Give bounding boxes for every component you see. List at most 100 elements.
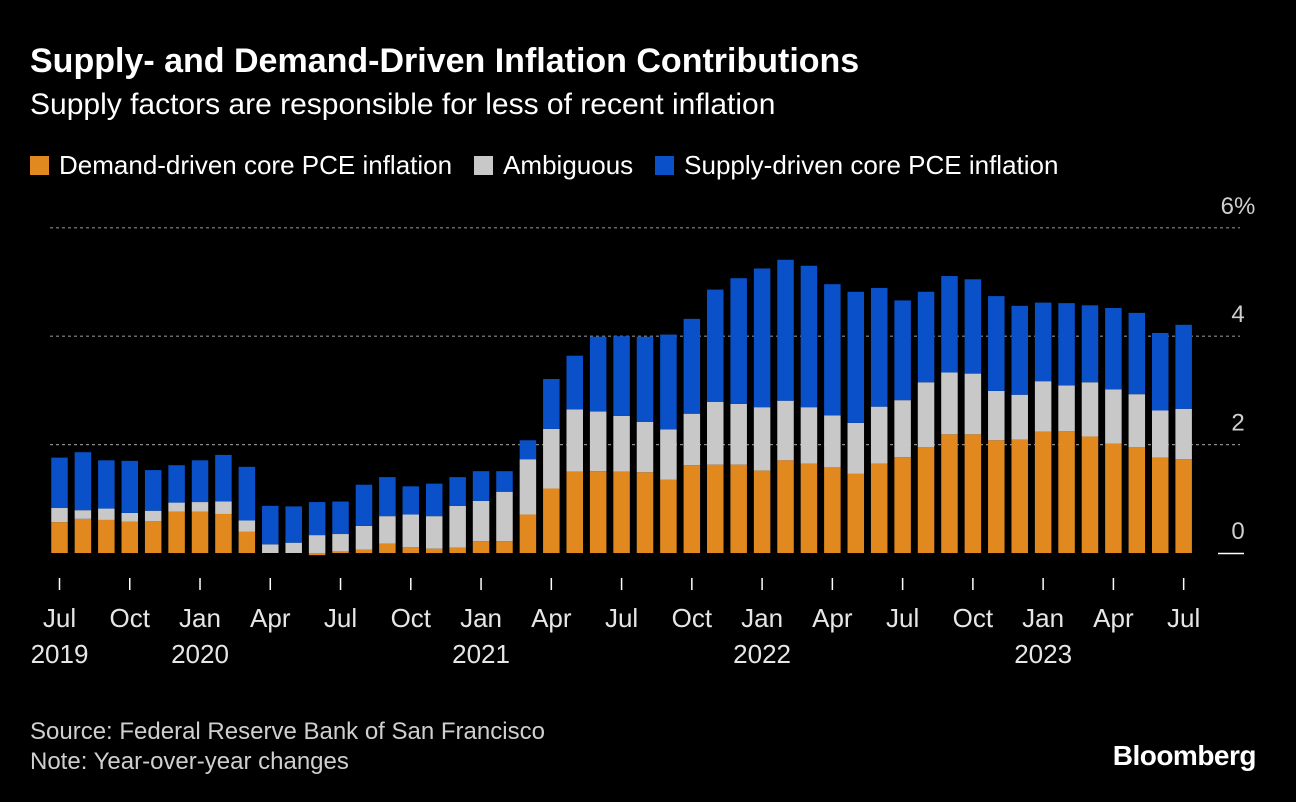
bar-segment	[98, 519, 115, 553]
bar-segment	[1081, 305, 1099, 383]
y-tick-label: 6%	[1221, 193, 1256, 220]
bar-segment	[238, 531, 256, 553]
chart-title: Supply- and Demand-Driven Inflation Cont…	[30, 42, 860, 80]
bar-segment	[144, 510, 162, 522]
bar-segment	[589, 411, 607, 472]
bar-segment	[543, 488, 560, 553]
bar-segment	[1081, 436, 1099, 553]
bar-segment	[308, 502, 326, 536]
bar-segment	[238, 520, 256, 532]
x-tick-label: Oct	[391, 603, 432, 633]
bar-segment	[964, 373, 982, 435]
bar-segment	[636, 336, 654, 422]
x-tick-year-label: 2020	[171, 639, 229, 669]
bar-segment	[51, 508, 68, 523]
bar-segment	[308, 535, 326, 553]
x-tick-label: Jul	[1167, 603, 1200, 633]
bar-segment	[308, 553, 326, 556]
legend-item-demand: Demand-driven core PCE inflation	[30, 150, 452, 181]
chart-legend: Demand-driven core PCE inflation Ambiguo…	[30, 150, 1080, 181]
bar-segment	[964, 279, 982, 374]
bar-segment	[1034, 302, 1052, 382]
bar-segment	[894, 300, 911, 401]
bar-segment	[707, 401, 724, 465]
bar-segment	[964, 434, 982, 553]
bar-segment	[144, 521, 162, 553]
bar-segment	[917, 382, 935, 448]
y-tick-label: 2	[1231, 410, 1244, 437]
bar-segment	[1128, 447, 1146, 553]
bar-segment	[1128, 394, 1146, 448]
bar-segment	[121, 512, 139, 522]
bar-segment	[1151, 332, 1169, 411]
bar-segment	[1011, 439, 1028, 553]
chart-subtitle: Supply factors are responsible for less …	[30, 88, 776, 121]
bar-segment	[988, 390, 1005, 441]
bar-segment	[847, 473, 865, 553]
bar-segment	[332, 501, 349, 535]
x-tick-label: Jul	[43, 603, 76, 633]
bar-segment	[1175, 408, 1192, 460]
bar-segment	[824, 284, 841, 416]
bar-segment	[707, 289, 724, 402]
legend-item-supply: Supply-driven core PCE inflation	[655, 150, 1058, 181]
bar-segment	[777, 400, 794, 461]
x-tick-label: Jan	[179, 603, 221, 633]
bar-segment	[636, 421, 654, 473]
bar-segment	[800, 463, 818, 553]
bar-segment	[262, 544, 279, 553]
x-tick-label: Apr	[250, 603, 291, 633]
x-tick-year-label: 2022	[733, 639, 791, 669]
x-tick-year-label: 2019	[31, 639, 89, 669]
bar-segment	[425, 516, 443, 549]
bar-segment	[824, 415, 841, 468]
bar-segment	[402, 547, 420, 553]
bar-segment	[870, 463, 888, 553]
bar-segment	[988, 296, 1005, 391]
bar-segment	[917, 291, 935, 383]
bar-segment	[660, 429, 677, 480]
stacked-bar-chart: 0 2 4 6% Jul 2019 Oct Jan 2020 Apr Jul Oct Jan 2021 Ap…	[31, 193, 1256, 669]
bar-segment	[215, 454, 232, 502]
bar-segment	[1105, 389, 1122, 444]
chart-footnote: Source: Federal Reserve Bank of San Fran…	[30, 717, 545, 777]
bar-segment	[472, 500, 490, 542]
bar-segment	[168, 502, 185, 512]
legend-label-demand: Demand-driven core PCE inflation	[59, 150, 453, 180]
bar-segment	[847, 291, 865, 423]
bar-segment	[1058, 385, 1075, 432]
bar-segment	[496, 471, 513, 492]
x-tick-label: Jul	[324, 603, 357, 633]
bar-segment	[98, 460, 115, 509]
bar-segment	[379, 477, 396, 517]
bar-segment	[707, 464, 724, 553]
x-tick-year-label: 2021	[452, 639, 510, 669]
bar-segment	[285, 506, 302, 543]
x-tick-label: Jan	[460, 603, 502, 633]
x-tick-label: Jan	[741, 603, 783, 633]
bar-segment	[402, 486, 420, 515]
bar-segment	[730, 278, 747, 404]
bar-segment	[1151, 410, 1169, 458]
bar-segment	[74, 518, 92, 553]
bar-segment	[519, 459, 537, 515]
bar-segment	[683, 413, 701, 466]
bar-segment	[74, 510, 92, 519]
bar-segment	[1151, 457, 1169, 553]
bar-segment	[472, 471, 490, 501]
bar-segment	[660, 479, 677, 553]
bar-segment	[917, 447, 935, 553]
x-tick-label: Oct	[672, 603, 713, 633]
bar-segment	[379, 543, 396, 553]
bar-segment	[870, 287, 888, 407]
bar-segment	[51, 522, 68, 553]
bar-segment	[74, 452, 92, 511]
bar-segment	[425, 483, 443, 517]
bar-segment	[894, 400, 911, 458]
bar-segment	[683, 318, 701, 414]
bar-segment	[1011, 394, 1028, 440]
y-tick-label: 4	[1231, 301, 1244, 328]
bar-segment	[589, 471, 607, 553]
x-tick-label: Jan	[1022, 603, 1064, 633]
bar-segment	[730, 464, 747, 553]
